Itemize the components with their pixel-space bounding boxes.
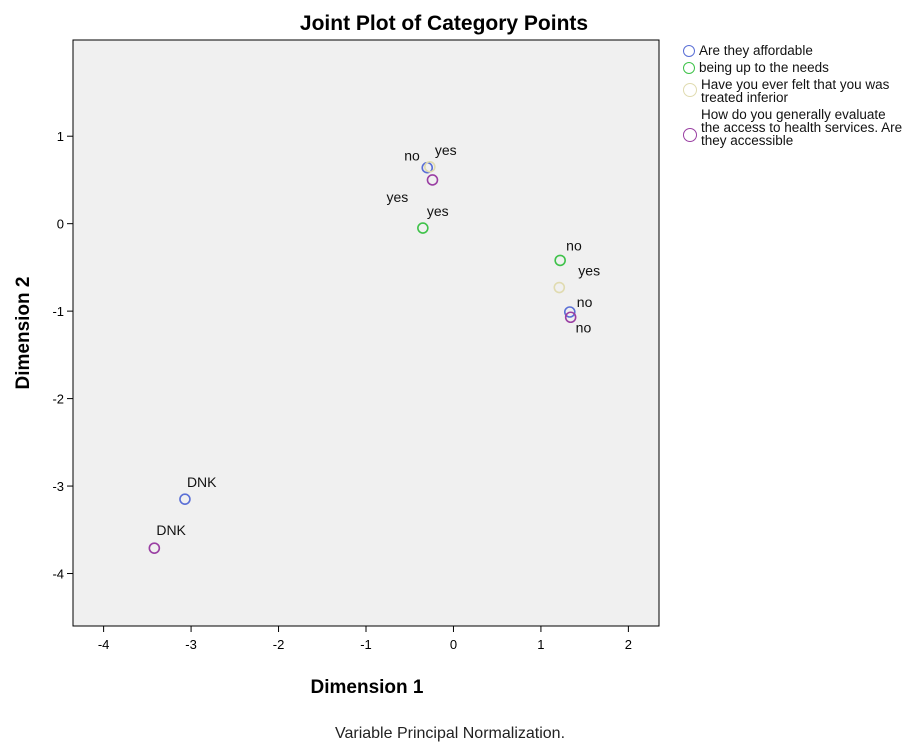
x-tick-label: -4 xyxy=(98,637,110,652)
legend-item: being up to the needs xyxy=(683,61,908,74)
y-tick-label: -1 xyxy=(52,304,64,319)
x-tick-label: 0 xyxy=(450,637,457,652)
legend-label: How do you generally evaluate the access… xyxy=(701,107,903,148)
chart-footnote: Variable Principal Normalization. xyxy=(335,725,565,742)
x-tick-label: 2 xyxy=(625,637,632,652)
x-tick-label: 1 xyxy=(537,637,544,652)
y-axis-label: Dimension 2 xyxy=(13,277,34,390)
point-label: no xyxy=(577,294,593,310)
data-point xyxy=(563,306,576,318)
point-label: DNK xyxy=(156,522,186,538)
data-point xyxy=(554,254,566,267)
legend-label: Are they affordable xyxy=(699,43,813,58)
x-tick-label: -1 xyxy=(360,637,372,652)
legend-marker-icon xyxy=(683,128,697,142)
data-point xyxy=(417,222,429,234)
chart-title: Joint Plot of Category Points xyxy=(300,12,588,35)
data-point xyxy=(426,174,439,186)
x-tick-label: -2 xyxy=(273,637,285,652)
legend-item: Have you ever felt that you was treated … xyxy=(683,78,908,104)
legend-label: Have you ever felt that you was treated … xyxy=(701,77,890,105)
point-label: yes xyxy=(435,142,457,158)
legend-marker-icon xyxy=(683,83,697,97)
point-label: no xyxy=(404,148,420,164)
point-label: no xyxy=(566,237,582,253)
point-label: yes xyxy=(427,203,449,219)
data-point xyxy=(424,161,436,173)
point-label: DNK xyxy=(187,474,217,490)
data-point xyxy=(553,281,566,294)
x-tick-label: -3 xyxy=(185,637,197,652)
legend-marker-icon xyxy=(683,45,695,57)
y-axis: -4 -3 -2 -1 0 1 xyxy=(52,129,73,582)
point-label: yes xyxy=(578,263,600,279)
legend: Are they affordable being up to the needs… xyxy=(683,44,908,151)
legend-label: being up to the needs xyxy=(699,60,829,75)
y-tick-label: -3 xyxy=(52,479,64,494)
data-point xyxy=(179,493,191,505)
plot-area xyxy=(72,39,660,627)
x-axis: -4 -3 -2 -1 0 1 2 xyxy=(98,626,632,652)
legend-item: How do you generally evaluate the access… xyxy=(683,108,908,147)
y-tick-label: -4 xyxy=(52,567,64,582)
data-point xyxy=(148,542,161,554)
legend-item: Are they affordable xyxy=(683,44,908,57)
legend-marker-icon xyxy=(683,62,695,74)
x-axis-label: Dimension 1 xyxy=(311,677,424,698)
point-label: yes xyxy=(386,189,408,205)
data-point xyxy=(564,311,577,324)
y-tick-label: 0 xyxy=(57,217,64,232)
y-tick-label: 1 xyxy=(57,129,64,144)
point-label: no xyxy=(576,319,592,335)
y-tick-label: -2 xyxy=(52,392,64,407)
